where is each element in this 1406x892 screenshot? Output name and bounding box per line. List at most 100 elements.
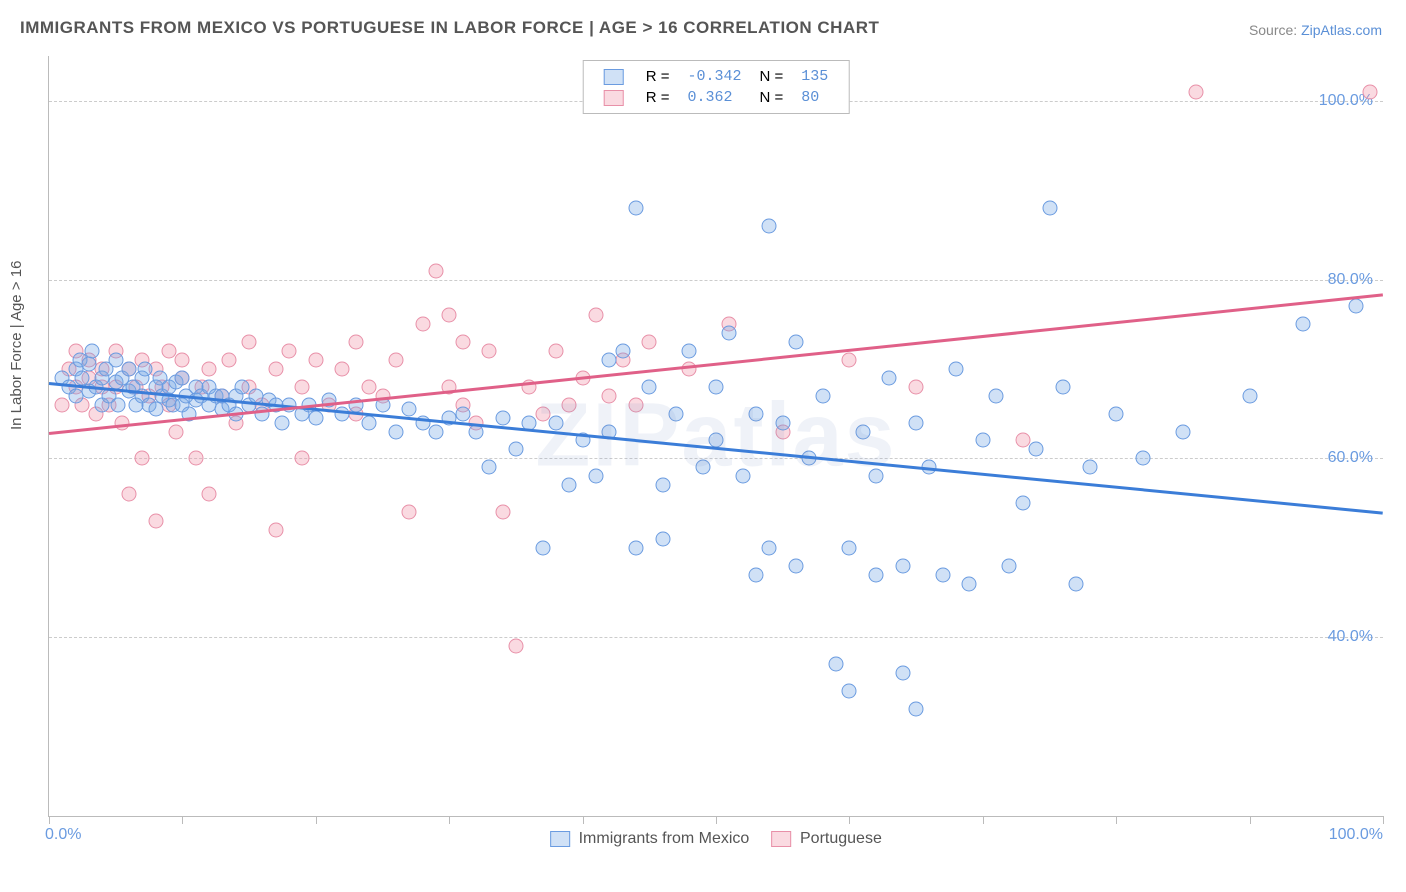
data-point-mexico xyxy=(642,379,657,394)
data-point-mexico xyxy=(869,469,884,484)
data-point-mexico xyxy=(975,433,990,448)
data-point-portuguese xyxy=(909,379,924,394)
data-point-mexico xyxy=(869,567,884,582)
data-point-mexico xyxy=(789,558,804,573)
data-point-mexico xyxy=(1055,379,1070,394)
x-tick-mark xyxy=(449,816,450,824)
data-point-mexico xyxy=(1015,496,1030,511)
swatch-mexico xyxy=(604,69,624,85)
data-point-portuguese xyxy=(1189,84,1204,99)
data-point-mexico xyxy=(842,540,857,555)
data-point-mexico xyxy=(735,469,750,484)
data-point-portuguese xyxy=(122,487,137,502)
data-point-mexico xyxy=(909,415,924,430)
data-point-portuguese xyxy=(268,361,283,376)
x-tick-mark xyxy=(716,816,717,824)
data-point-mexico xyxy=(842,683,857,698)
data-point-portuguese xyxy=(335,361,350,376)
data-point-portuguese xyxy=(1362,84,1377,99)
data-point-portuguese xyxy=(602,388,617,403)
data-point-portuguese xyxy=(562,397,577,412)
y-axis-label: In Labor Force | Age > 16 xyxy=(8,261,25,430)
data-point-mexico xyxy=(402,402,417,417)
gridline-h xyxy=(49,458,1383,459)
x-label-max: 100.0% xyxy=(1329,826,1383,844)
data-point-mexico xyxy=(829,657,844,672)
y-tick-label: 80.0% xyxy=(1328,271,1373,289)
data-point-mexico xyxy=(122,361,137,376)
data-point-portuguese xyxy=(282,344,297,359)
data-point-mexico xyxy=(789,335,804,350)
data-point-portuguese xyxy=(402,505,417,520)
data-point-portuguese xyxy=(135,451,150,466)
data-point-mexico xyxy=(695,460,710,475)
data-point-mexico xyxy=(82,357,97,372)
data-point-mexico xyxy=(1109,406,1124,421)
data-point-mexico xyxy=(615,344,630,359)
chart-title: IMMIGRANTS FROM MEXICO VS PORTUGUESE IN … xyxy=(20,18,879,38)
data-point-portuguese xyxy=(55,397,70,412)
data-point-portuguese xyxy=(415,317,430,332)
x-label-min: 0.0% xyxy=(45,826,81,844)
data-point-portuguese xyxy=(115,415,130,430)
r-prefix: R = xyxy=(646,89,670,106)
r-value-mexico: -0.342 xyxy=(679,67,749,86)
source-label: Source: ZipAtlas.com xyxy=(1249,22,1382,38)
data-point-mexico xyxy=(548,415,563,430)
data-point-mexico xyxy=(148,402,163,417)
legend-stats: R = -0.342 N = 135 R = 0.362 N = 80 xyxy=(583,60,850,114)
data-point-mexico xyxy=(1295,317,1310,332)
data-point-mexico xyxy=(882,370,897,385)
data-point-portuguese xyxy=(588,308,603,323)
data-point-portuguese xyxy=(175,353,190,368)
n-prefix: N = xyxy=(760,89,784,106)
data-point-mexico xyxy=(709,379,724,394)
data-point-mexico xyxy=(935,567,950,582)
data-point-mexico xyxy=(655,531,670,546)
data-point-portuguese xyxy=(348,335,363,350)
data-point-mexico xyxy=(722,326,737,341)
data-point-mexico xyxy=(1349,299,1364,314)
data-point-mexico xyxy=(855,424,870,439)
x-tick-mark xyxy=(182,816,183,824)
x-tick-mark xyxy=(583,816,584,824)
data-point-portuguese xyxy=(268,522,283,537)
trendline-mexico xyxy=(49,382,1383,514)
data-point-mexico xyxy=(495,411,510,426)
data-point-mexico xyxy=(111,397,126,412)
data-point-mexico xyxy=(455,406,470,421)
data-point-mexico xyxy=(682,344,697,359)
source-prefix: Source: xyxy=(1249,22,1301,38)
data-point-mexico xyxy=(1002,558,1017,573)
data-point-mexico xyxy=(388,424,403,439)
r-prefix: R = xyxy=(646,68,670,85)
y-tick-label: 40.0% xyxy=(1328,628,1373,646)
legend-row-portuguese: R = 0.362 N = 80 xyxy=(596,88,837,107)
data-point-portuguese xyxy=(295,451,310,466)
data-point-mexico xyxy=(895,665,910,680)
data-point-portuguese xyxy=(442,308,457,323)
source-link[interactable]: ZipAtlas.com xyxy=(1301,22,1382,38)
legend-label-mexico: Immigrants from Mexico xyxy=(579,830,750,847)
x-tick-mark xyxy=(1116,816,1117,824)
x-tick-mark xyxy=(1383,816,1384,824)
data-point-mexico xyxy=(562,478,577,493)
data-point-portuguese xyxy=(388,353,403,368)
data-point-portuguese xyxy=(168,424,183,439)
x-tick-mark xyxy=(49,816,50,824)
swatch-mexico-bottom xyxy=(550,831,570,847)
data-point-portuguese xyxy=(548,344,563,359)
data-point-mexico xyxy=(108,353,123,368)
data-point-mexico xyxy=(628,201,643,216)
x-tick-mark xyxy=(1250,816,1251,824)
x-tick-mark xyxy=(849,816,850,824)
data-point-portuguese xyxy=(308,353,323,368)
data-point-mexico xyxy=(628,540,643,555)
r-value-portuguese: 0.362 xyxy=(679,88,749,107)
data-point-mexico xyxy=(508,442,523,457)
data-point-mexico xyxy=(362,415,377,430)
data-point-portuguese xyxy=(628,397,643,412)
data-point-mexico xyxy=(1082,460,1097,475)
swatch-portuguese xyxy=(604,90,624,106)
gridline-h xyxy=(49,637,1383,638)
